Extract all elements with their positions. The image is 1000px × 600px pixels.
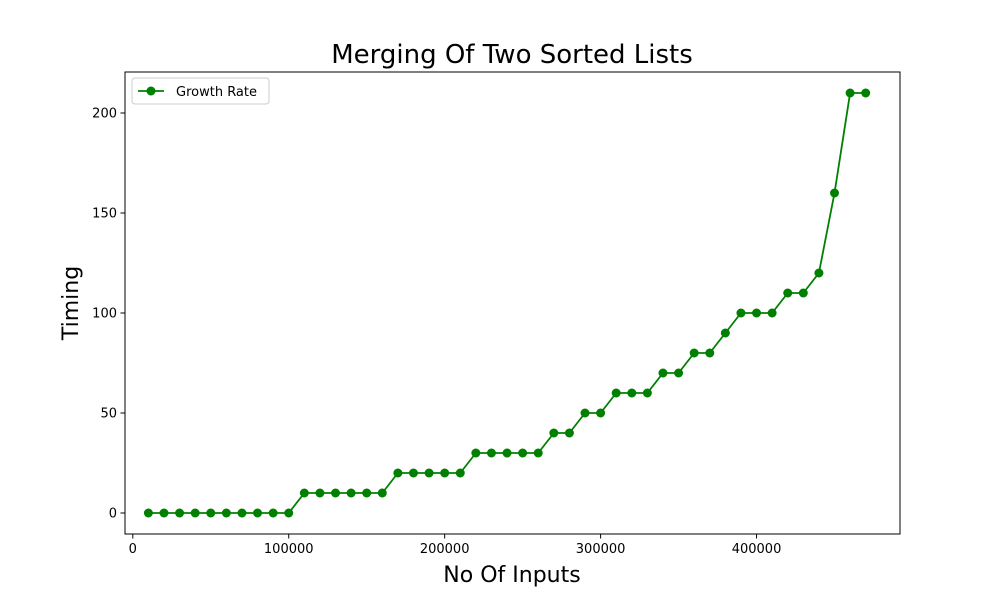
data-point [798, 288, 808, 298]
x-tick-label: 200000 [420, 542, 470, 557]
data-point [752, 308, 762, 318]
data-point [268, 508, 278, 518]
data-point [471, 448, 481, 458]
x-tick-label: 100000 [264, 542, 314, 557]
data-point [518, 448, 528, 458]
data-point [767, 308, 777, 318]
data-point [502, 448, 512, 458]
data-point [315, 488, 325, 498]
data-point [159, 508, 169, 518]
x-axis-label: No Of Inputs [443, 563, 580, 588]
data-point [143, 508, 153, 518]
data-point [564, 428, 574, 438]
legend-label: Growth Rate [176, 85, 257, 100]
data-point [861, 88, 871, 98]
data-point [689, 348, 699, 358]
x-tick-label: 0 [129, 542, 137, 557]
data-point [596, 408, 606, 418]
y-tick-label: 100 [92, 307, 117, 322]
data-point [284, 508, 294, 518]
data-point [408, 468, 418, 478]
data-point [736, 308, 746, 318]
data-point [627, 388, 637, 398]
data-point [611, 388, 621, 398]
data-point [175, 508, 185, 518]
data-point [377, 488, 387, 498]
legend: Growth Rate [131, 77, 270, 105]
data-point [658, 368, 668, 378]
data-point [331, 488, 341, 498]
data-point [393, 468, 403, 478]
plot-area: 0 100000 200000 300000 400000 0 50 100 150 200 [92, 71, 901, 557]
y-axis-label: Timing [59, 266, 84, 341]
data-point [720, 328, 730, 338]
legend-marker-swatch [146, 86, 156, 96]
data-point [440, 468, 450, 478]
y-tick-label: 50 [100, 407, 117, 422]
data-point [237, 508, 247, 518]
data-point [705, 348, 715, 358]
data-point [455, 468, 465, 478]
data-point [642, 388, 652, 398]
data-point [580, 408, 590, 418]
x-tick-label: 300000 [576, 542, 626, 557]
data-point [845, 88, 855, 98]
data-point [674, 368, 684, 378]
axes-frame [124, 71, 901, 535]
data-point [190, 508, 200, 518]
data-point [253, 508, 263, 518]
data-point [424, 468, 434, 478]
data-point [533, 448, 543, 458]
chart-title: Merging Of Two Sorted Lists [331, 40, 693, 70]
y-tick-label: 200 [92, 107, 117, 122]
data-point [206, 508, 216, 518]
legend-box [131, 77, 270, 105]
x-tick-label: 400000 [732, 542, 782, 557]
data-point [814, 268, 824, 278]
data-point [346, 488, 356, 498]
data-point [549, 428, 559, 438]
y-tick-label: 0 [109, 507, 117, 522]
data-point [783, 288, 793, 298]
data-point [830, 188, 840, 198]
data-point [486, 448, 496, 458]
data-point [299, 488, 309, 498]
data-point [362, 488, 372, 498]
y-tick-label: 150 [92, 207, 117, 222]
data-point [221, 508, 231, 518]
